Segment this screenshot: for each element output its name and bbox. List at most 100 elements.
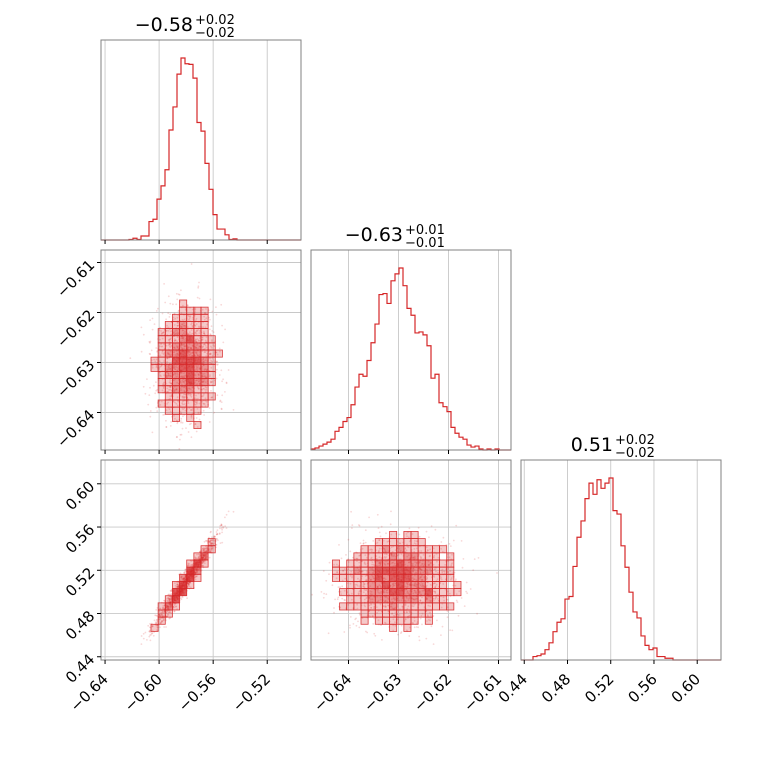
sample-point [358,525,361,527]
sample-point [387,610,390,613]
sample-point [210,548,212,551]
sample-point [205,547,208,549]
sample-point [195,557,198,559]
sample-point [176,586,179,588]
sample-point [173,324,176,326]
sample-point [167,329,170,332]
grid-layer [101,40,698,660]
sample-point [466,592,469,595]
sample-point [144,631,147,634]
density-cell [164,595,173,604]
density-cell [403,552,412,561]
sample-point [205,336,208,338]
sample-point [426,620,428,622]
sample-point [167,401,170,404]
sample-point [218,347,221,350]
sample-point [180,433,183,436]
y-tick-label: −0.63 [53,356,98,401]
sample-point [374,634,377,637]
sample-point [166,610,169,612]
sample-point [387,540,390,542]
sample-point [450,563,453,566]
sample-point [409,626,411,629]
sample-point [202,326,205,329]
sample-point [158,610,161,613]
sample-point [211,539,214,542]
sample-point [190,414,193,417]
sample-point [201,565,203,567]
sample-point [182,403,184,406]
sample-point [199,554,201,557]
sample-point [362,591,365,594]
sample-point [208,375,211,378]
sample-point [220,527,223,529]
sample-point [169,385,172,388]
sample-point [371,561,374,563]
density-cell [207,371,216,379]
sample-point [363,589,366,591]
sample-point [377,619,380,622]
sample-point [378,539,381,541]
sample-point [441,571,444,574]
sample-point [349,616,352,618]
sample-point [168,339,171,342]
density-cell [396,573,405,582]
sample-point [215,360,218,363]
sample-point [206,323,209,326]
sample-point [221,531,224,534]
density-cell [446,566,455,575]
sample-point [158,329,161,331]
sample-point [166,324,168,327]
density-cell [200,371,209,379]
density-cell [410,602,419,611]
sample-point [203,330,205,333]
density-cell [403,616,412,625]
sample-point [156,624,159,627]
sample-point [211,536,213,539]
sample-point [198,332,201,334]
sample-point [361,617,364,619]
sample-point [197,387,200,390]
sample-point [188,564,191,567]
sample-point [351,576,353,579]
density-cell [164,602,173,611]
sample-point [364,563,367,566]
sample-point [188,584,190,586]
sample-point [434,590,436,593]
x-tick-label: 0.48 [538,670,574,706]
sample-point [408,615,410,617]
sample-point [405,549,408,552]
sample-point [358,593,360,595]
sample-point [204,311,206,314]
sample-point [160,613,163,616]
density-cell [439,566,448,575]
sample-point [170,600,173,603]
density-cell [396,538,405,547]
sample-point [372,623,375,625]
sample-point [168,598,170,601]
sample-point [442,583,445,585]
density-cell [179,313,188,322]
sample-point [198,556,201,559]
sample-point [211,310,214,313]
density-cell [207,335,216,344]
sample-point [348,593,351,596]
sample-point [215,377,218,380]
sample-point [169,598,172,601]
sample-point [333,611,335,614]
sample-point [432,643,435,645]
sample-point [160,345,163,348]
sample-point [182,304,184,307]
sample-point [371,563,373,566]
sample-point [159,622,162,625]
sample-point [384,606,387,608]
sample-point [196,553,198,556]
sample-point [211,548,214,551]
sample-point [213,535,216,538]
density-cell [157,602,166,611]
sample-point [158,618,161,621]
sample-point [361,575,363,578]
sample-point [151,629,154,632]
sample-point [219,350,221,353]
sample-point [166,597,168,600]
